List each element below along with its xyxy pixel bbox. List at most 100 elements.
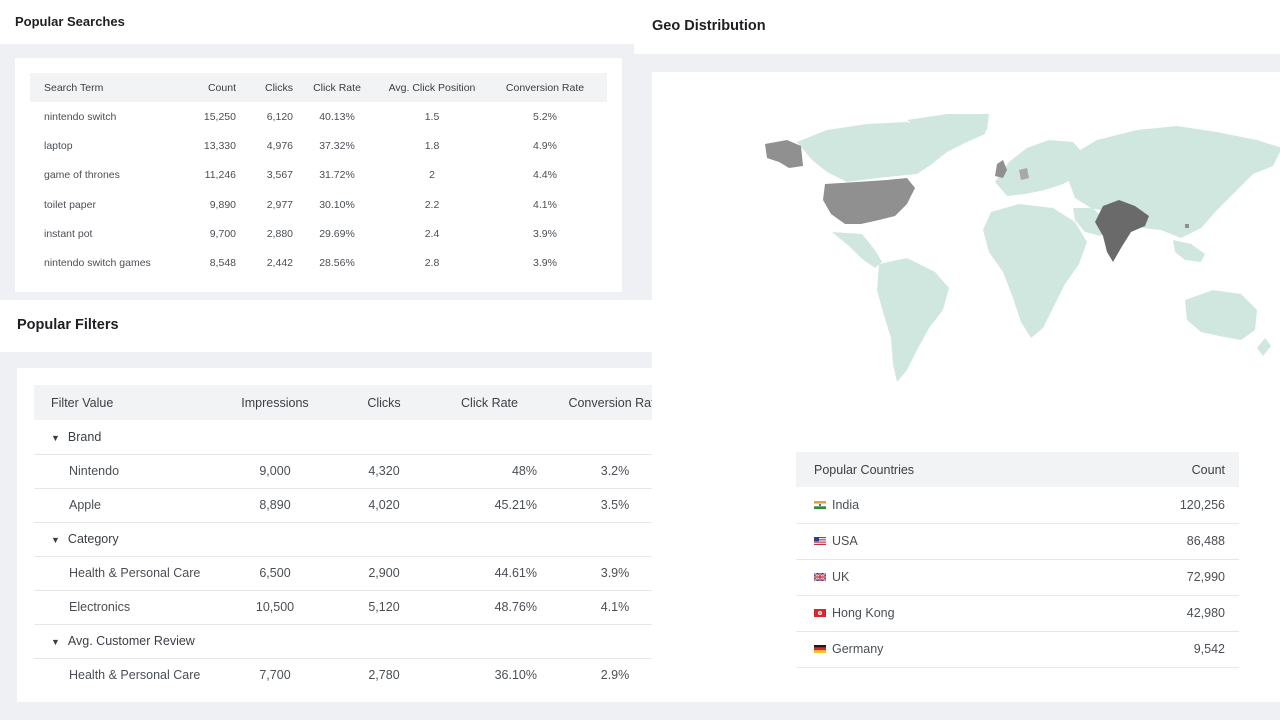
impressions-cell: 9,000 <box>224 454 326 489</box>
conversion-rate-cell: 5.2% <box>533 110 557 123</box>
column-header-popular-countries[interactable]: Popular Countries <box>796 452 1092 487</box>
avg-click-position-cell: 2 <box>429 169 435 182</box>
filter-group-brand[interactable]: ▼ Brand <box>34 420 693 455</box>
table-row[interactable]: toilet paper 9,890 2,977 30.10% 2.2 4.1% <box>30 190 607 219</box>
caret-down-icon[interactable]: ▼ <box>51 535 60 545</box>
column-header-clicks[interactable]: Clicks <box>236 73 293 102</box>
country-name: India <box>832 497 860 512</box>
avg-click-position-cell: 2.8 <box>424 257 440 270</box>
avg-click-position-cell: 2.4 <box>424 227 440 240</box>
filter-group-label: Category <box>67 532 119 546</box>
filter-value-cell: Apple <box>34 488 224 523</box>
filter-group-cell: ▼ Avg. Customer Review <box>34 624 693 659</box>
table-header-row: Filter Value Impressions Clicks Click Ra… <box>34 385 693 420</box>
table-row[interactable]: laptop 13,330 4,976 37.32% 1.8 4.9% <box>30 131 607 160</box>
count-cell: 42,980 <box>1091 595 1239 632</box>
table-row[interactable]: nintendo switch games 8,548 2,442 28.56%… <box>30 248 607 277</box>
count-cell: 8,548 <box>209 257 236 270</box>
table-header-row: Popular Countries Count <box>796 452 1239 487</box>
clicks-cell: 2,780 <box>368 668 400 683</box>
avg-click-position-cell: 1.8 <box>424 139 440 152</box>
search-term-cell: nintendo switch games <box>44 257 151 270</box>
country-cell: UK <box>796 559 1092 596</box>
table-row[interactable]: Hong Kong 42,980 <box>796 595 1239 632</box>
column-header-click-rate[interactable]: Click Rate <box>442 385 537 420</box>
conversion-rate-cell: 4.4% <box>533 169 557 182</box>
filter-group-category[interactable]: ▼ Category <box>34 522 693 557</box>
count-cell: 13,330 <box>203 139 236 152</box>
avg-click-position-cell: 1.5 <box>424 110 440 123</box>
table-row[interactable]: Electronics 10,500 5,120 48.76% 4.1% <box>34 590 693 625</box>
column-header-search-term[interactable]: Search Term <box>30 73 180 102</box>
column-header-count[interactable]: Count <box>180 73 236 102</box>
country-name: Germany <box>832 642 884 656</box>
germany-flag-icon <box>814 645 826 653</box>
conversion-rate-cell: 3.9% <box>533 227 557 240</box>
table-row[interactable]: Germany 9,542 <box>796 631 1239 668</box>
table-row[interactable]: game of thrones 11,246 3,567 31.72% 2 4.… <box>30 161 607 190</box>
geo-distribution-card: Popular Countries Count India 120,256 US… <box>652 72 1280 702</box>
column-header-avg-click-position[interactable]: Avg. Click Position <box>381 73 483 102</box>
filter-group-label: Brand <box>67 429 102 444</box>
count-cell: 15,250 <box>203 110 236 123</box>
usa-flag-icon <box>814 537 826 545</box>
table-row[interactable]: Health & Personal Care 7,700 2,780 36.10… <box>34 658 693 692</box>
filter-value-cell: Health & Personal Care <box>69 668 201 683</box>
table-row[interactable]: India 120,256 <box>796 487 1239 524</box>
click-rate-cell: 48% <box>442 454 537 489</box>
count-cell: 9,890 <box>209 198 236 211</box>
column-header-filter-value[interactable]: Filter Value <box>34 385 224 420</box>
caret-down-icon[interactable]: ▼ <box>51 432 60 443</box>
column-header-conversion-rate[interactable]: Conversion Rate <box>483 73 607 102</box>
table-row[interactable]: Apple 8,890 4,020 45.21% 3.5% <box>34 488 693 523</box>
country-cell: India <box>796 487 1092 524</box>
map-region-alaska <box>765 140 803 168</box>
table-row[interactable]: instant pot 9,700 2,880 29.69% 2.4 3.9% <box>30 219 607 248</box>
clicks-cell: 4,976 <box>266 139 293 152</box>
map-region-india <box>1095 200 1149 262</box>
impressions-cell: 10,500 <box>224 590 326 625</box>
world-map[interactable] <box>757 112 1280 387</box>
avg-click-position-cell: 2.2 <box>424 198 440 211</box>
clicks-cell: 2,977 <box>266 198 293 211</box>
table-row[interactable]: Health & Personal Care 6,500 2,900 44.61… <box>34 556 693 591</box>
count-cell: 120,256 <box>1091 487 1239 524</box>
caret-down-icon[interactable]: ▼ <box>51 637 60 647</box>
search-term-cell: laptop <box>44 139 73 152</box>
click-rate-cell: 29.69% <box>319 227 355 240</box>
popular-searches-header: Popular Searches <box>0 0 634 44</box>
country-name: Hong Kong <box>832 606 895 620</box>
table-row[interactable]: UK 72,990 <box>796 559 1239 596</box>
map-region-africa <box>983 204 1087 338</box>
column-header-click-rate[interactable]: Click Rate <box>293 73 381 102</box>
impressions-cell: 7,700 <box>259 668 291 683</box>
table-row[interactable]: Nintendo 9,000 4,320 48% 3.2% <box>34 454 693 489</box>
column-header-count[interactable]: Count <box>1091 452 1239 487</box>
map-region-usa <box>823 178 915 224</box>
table-row[interactable]: USA 86,488 <box>796 523 1239 560</box>
column-header-impressions[interactable]: Impressions <box>224 385 326 420</box>
filter-value-cell: Nintendo <box>34 454 224 489</box>
count-cell: 11,246 <box>204 169 236 182</box>
clicks-cell: 4,020 <box>326 488 442 523</box>
filter-value-cell: Health & Personal Care <box>34 556 224 591</box>
clicks-cell: 2,880 <box>266 227 293 240</box>
conversion-rate-cell: 2.9% <box>600 668 630 683</box>
count-cell: 9,542 <box>1091 631 1239 668</box>
clicks-cell: 4,320 <box>326 454 442 489</box>
popular-searches-card: Search Term Count Clicks Click Rate Avg.… <box>15 58 622 292</box>
filter-group-cell: ▼ Brand <box>34 420 693 455</box>
click-rate-cell: 30.10% <box>319 198 355 211</box>
map-region-greenland <box>907 114 989 142</box>
geo-distribution-header: Geo Distribution <box>634 0 1280 54</box>
impressions-cell: 6,500 <box>224 556 326 591</box>
click-rate-cell: 36.10% <box>494 668 537 683</box>
popular-filters-title: Popular Filters <box>17 317 119 333</box>
country-name: USA <box>832 534 858 548</box>
table-row[interactable]: nintendo switch 15,250 6,120 40.13% 1.5 … <box>30 102 607 131</box>
map-region-southeast-asia <box>1173 240 1205 262</box>
click-rate-cell: 48.76% <box>442 590 537 625</box>
filter-group-avg-customer-review[interactable]: ▼ Avg. Customer Review <box>34 624 693 659</box>
column-header-clicks[interactable]: Clicks <box>326 385 442 420</box>
table-header-row: Search Term Count Clicks Click Rate Avg.… <box>30 73 607 102</box>
